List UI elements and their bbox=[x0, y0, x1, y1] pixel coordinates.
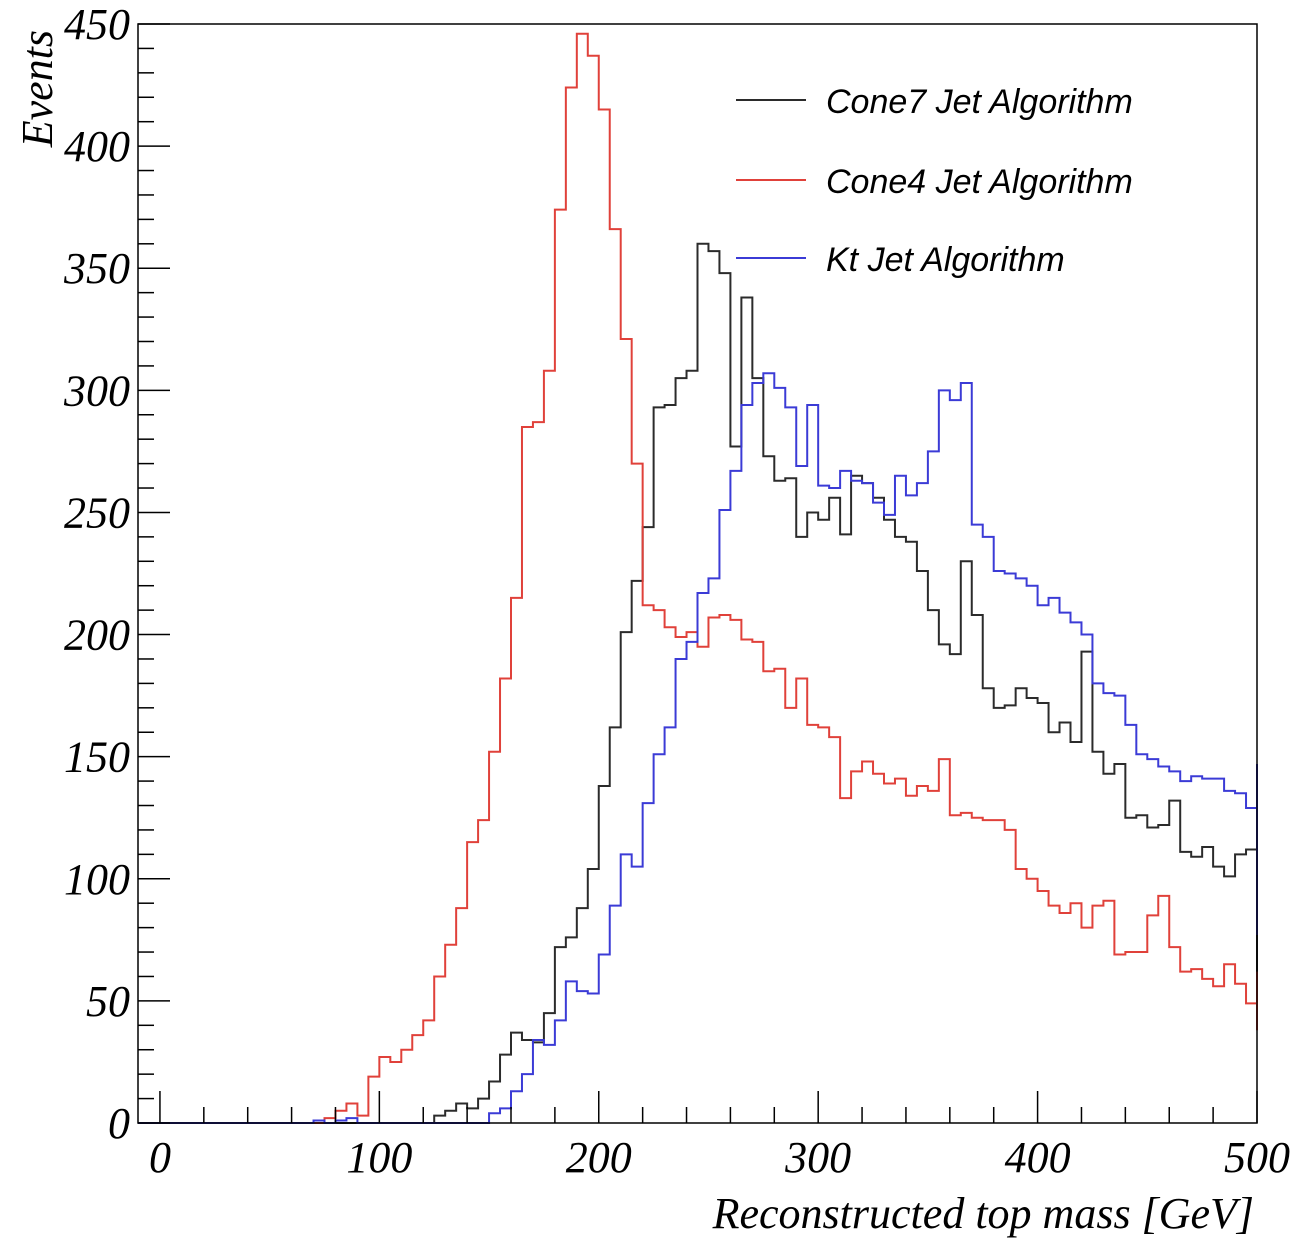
ticks-layer bbox=[138, 23, 1258, 1124]
legend-label-cone4: Cone4 Jet Algorithm bbox=[826, 163, 1133, 201]
y-tick-label: 450 bbox=[64, 0, 130, 49]
y-tick-label: 400 bbox=[64, 122, 130, 171]
legend-label-kt: Kt Jet Algorithm bbox=[826, 241, 1065, 279]
y-tick-label: 250 bbox=[64, 488, 130, 537]
series-line-cone7-jet-algorithm bbox=[138, 242, 1258, 1124]
x-tick-label: 0 bbox=[149, 1133, 171, 1182]
plot-frame bbox=[137, 23, 1258, 1124]
y-tick-label: 200 bbox=[64, 611, 130, 660]
y-tick-label: 350 bbox=[63, 244, 130, 293]
legend: Cone7 Jet Algorithm Cone4 Jet Algorithm … bbox=[736, 83, 1133, 279]
x-tick-label: 200 bbox=[566, 1133, 632, 1182]
y-tick-label: 300 bbox=[63, 366, 130, 415]
x-tick-label: 300 bbox=[784, 1133, 851, 1182]
x-tick-label: 100 bbox=[346, 1133, 412, 1182]
legend-label-cone7: Cone7 Jet Algorithm bbox=[826, 83, 1133, 121]
y-tick-label: 100 bbox=[64, 855, 130, 904]
y-tick-label: 0 bbox=[108, 1099, 130, 1148]
x-tick-labels: 0 100 200 300 400 500 bbox=[149, 1133, 1290, 1182]
y-axis-title: Events bbox=[13, 30, 62, 148]
y-tick-label: 150 bbox=[64, 733, 130, 782]
y-tick-label: 50 bbox=[86, 977, 130, 1026]
series-line-kt-jet-algorithm bbox=[138, 372, 1258, 1124]
series-line-cone4-jet-algorithm bbox=[138, 32, 1258, 1124]
x-tick-label: 400 bbox=[1005, 1133, 1071, 1182]
x-tick-label: 500 bbox=[1224, 1133, 1290, 1182]
y-tick-labels: 0 50 100 150 200 250 300 350 400 450 bbox=[63, 0, 130, 1148]
x-axis-title: Reconstructed top mass [GeV] bbox=[712, 1189, 1254, 1238]
